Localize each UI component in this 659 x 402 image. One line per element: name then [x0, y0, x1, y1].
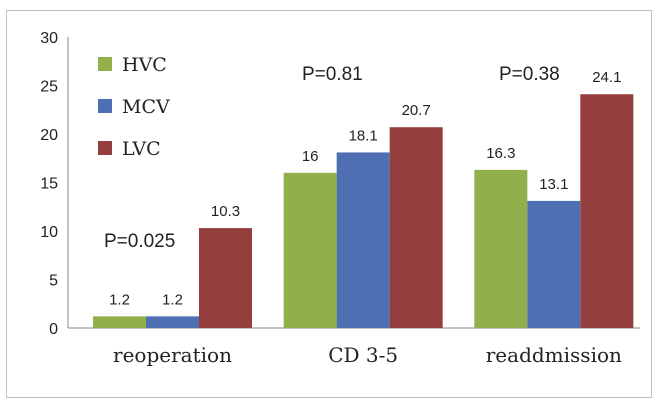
category-label: readdmission	[486, 343, 622, 367]
legend-swatch-hvc	[98, 57, 112, 71]
bar-hvc-1	[283, 172, 337, 328]
y-tick-label: 25	[40, 79, 58, 96]
legend-swatch-mcv	[98, 99, 112, 113]
legend-label: HVC	[122, 54, 167, 76]
y-tick-label: 30	[40, 30, 58, 47]
y-tick-label: 20	[40, 127, 58, 144]
p-value-annotation: P=0.38	[499, 64, 560, 85]
bars	[93, 94, 634, 329]
legend-swatch-lvc	[98, 141, 112, 155]
y-tick-label: 15	[40, 176, 58, 193]
category-label: reoperation	[113, 343, 232, 367]
legend-label: LVC	[122, 138, 161, 160]
data-label: 24.1	[592, 69, 621, 86]
data-labels: 1.2 16 16.3 1.2 18.1 13.1 10.3 20.7 24.1	[109, 69, 621, 308]
category-labels: reoperation CD 3-5 readdmission	[113, 343, 622, 367]
annotations: P=0.025 P=0.81 P=0.38	[104, 64, 560, 252]
bar-lvc-0	[199, 228, 252, 328]
y-tick-labels: 0 5 10 15 20 25 30	[40, 30, 58, 338]
y-tick-label: 0	[49, 321, 58, 338]
bar-hvc-0	[93, 316, 146, 328]
bar-mcv-2	[527, 200, 581, 328]
legend: HVC MCV LVC	[98, 54, 170, 160]
data-label: 16.3	[486, 145, 515, 162]
data-label: 13.1	[539, 176, 568, 193]
data-label: 1.2	[162, 291, 183, 308]
bar-lvc-2	[580, 94, 634, 328]
data-label: 1.2	[109, 291, 130, 308]
p-value-annotation: P=0.025	[104, 231, 175, 252]
legend-label: MCV	[122, 96, 170, 118]
data-label: 18.1	[349, 127, 378, 144]
p-value-annotation: P=0.81	[302, 64, 363, 85]
data-label: 16	[302, 148, 319, 165]
bar-mcv-1	[336, 152, 390, 328]
y-tick-label: 5	[49, 273, 58, 290]
data-label: 20.7	[402, 102, 431, 119]
bar-mcv-0	[146, 316, 199, 328]
bar-lvc-1	[389, 127, 443, 329]
bar-hvc-2	[474, 169, 528, 328]
category-label: CD 3-5	[328, 343, 398, 367]
y-tick-label: 10	[40, 224, 58, 241]
data-label: 10.3	[211, 203, 240, 220]
